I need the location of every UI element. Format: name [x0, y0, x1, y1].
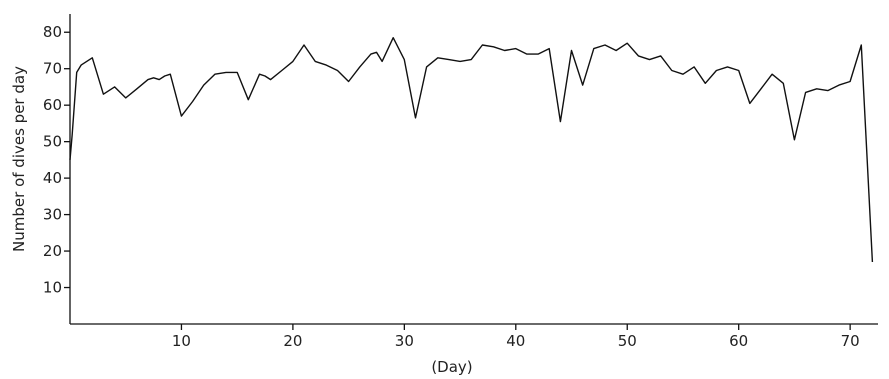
y-tick-label-30: 30 [43, 206, 62, 224]
y-tick-label-80: 80 [43, 23, 62, 41]
x-tick-label-10: 10 [172, 332, 191, 350]
x-tick-label-70: 70 [841, 332, 860, 350]
x-tick-label-20: 20 [283, 332, 302, 350]
x-tick-label-50: 50 [618, 332, 637, 350]
y-tick-label-50: 50 [43, 133, 62, 151]
y-tick-label-20: 20 [43, 242, 62, 260]
y-tick-label-10: 10 [43, 279, 62, 297]
y-tick-label-60: 60 [43, 96, 62, 114]
x-tick-label-40: 40 [506, 332, 525, 350]
x-axis-label: (Day) [431, 358, 472, 376]
x-tick-label-60: 60 [729, 332, 748, 350]
x-axis-ticks: 10 20 30 40 50 60 70 [172, 324, 860, 350]
dives-per-day-line [69, 37, 874, 263]
y-axis-ticks: 10 20 30 40 50 60 70 80 [43, 23, 70, 297]
y-tick-label-40: 40 [43, 169, 62, 187]
chart-axes [69, 14, 878, 325]
x-tick-label-30: 30 [395, 332, 414, 350]
y-axis-label: Number of dives per day [10, 66, 28, 252]
y-tick-label-70: 70 [43, 60, 62, 78]
